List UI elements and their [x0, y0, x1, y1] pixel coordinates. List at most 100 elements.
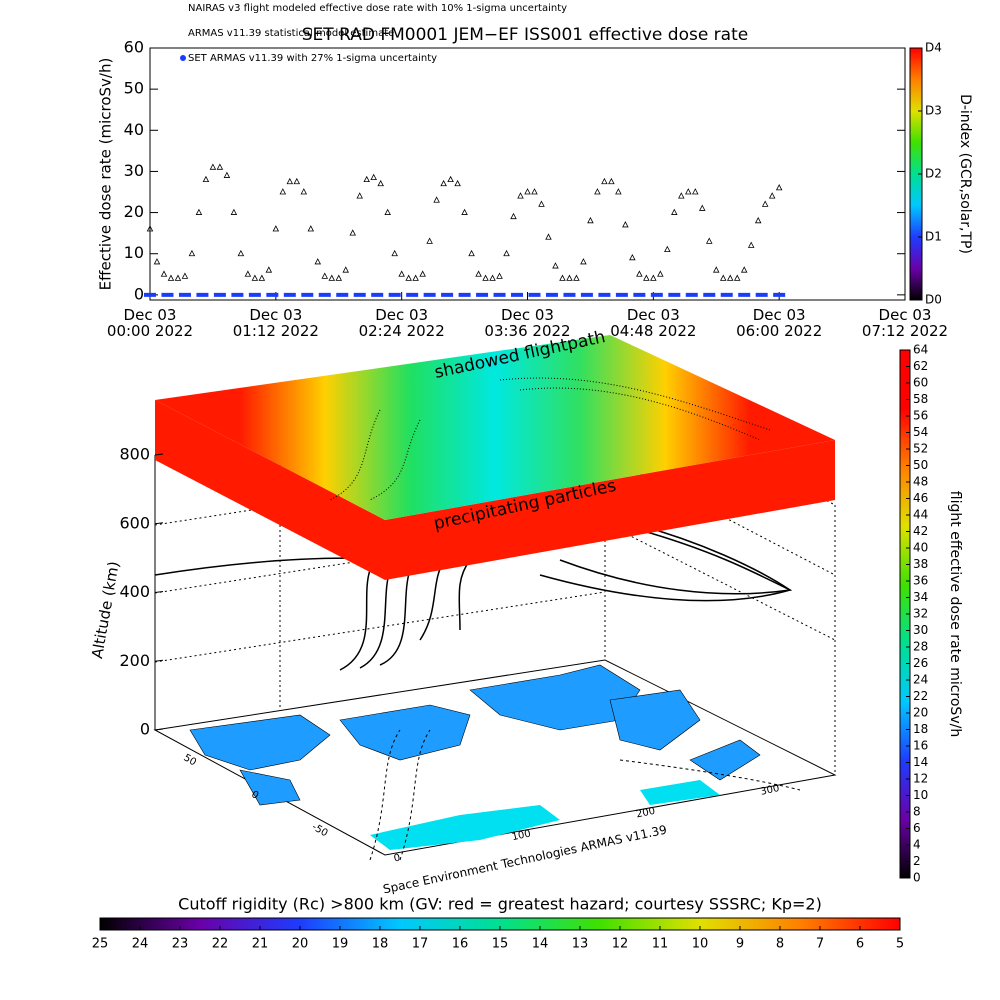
colorbar-tick-label: 13: [572, 937, 589, 952]
data-point: [726, 274, 734, 281]
z-axis-label: Altitude (km): [88, 560, 123, 660]
x-tick-label: Dec 03 03:36 2022: [484, 306, 571, 340]
data-point: [633, 292, 646, 297]
data-point: [587, 216, 594, 224]
z-tick: [154, 728, 164, 731]
colorbar-tick-label: 58: [913, 392, 928, 406]
data-point: [629, 253, 636, 261]
data-point: [594, 188, 601, 195]
colorbar-tick-label: D0: [925, 293, 942, 307]
x-tick-label: Dec 03 06:00 2022: [736, 306, 823, 340]
data-point: [209, 163, 217, 170]
data-point: [712, 266, 720, 273]
data-point: [328, 274, 336, 281]
colorbar-tick-label: 64: [913, 343, 928, 357]
data-point: [213, 292, 226, 297]
colorbar-tick-label: 0: [913, 871, 921, 885]
data-point: [300, 188, 308, 195]
colorbar-tick-label: D3: [925, 104, 942, 118]
colorbar-tick-label: 12: [913, 772, 928, 786]
y-tick-label: 0: [134, 284, 144, 303]
slab-side: [385, 440, 835, 580]
colorbar-tick-label: 12: [612, 937, 629, 952]
data-point: [738, 292, 751, 297]
data-point: [720, 292, 733, 297]
data-point: [161, 292, 174, 297]
data-point: [244, 270, 252, 277]
data-point: [668, 292, 681, 297]
data-point: [441, 292, 454, 297]
colorbar-tick-label: 50: [913, 458, 928, 472]
colorbar-tick-label: D4: [925, 41, 942, 55]
data-point: [314, 258, 322, 265]
colorbar-tick-label: 5: [896, 937, 904, 952]
data-point: [377, 179, 384, 187]
colorbar-tick-label: 48: [913, 475, 928, 489]
colorbar-tick-label: 24: [913, 673, 928, 687]
data-point: [747, 241, 755, 248]
data-point: [622, 221, 629, 228]
data-point: [160, 270, 168, 277]
data-point: [318, 292, 331, 297]
colorbar-tick-label: 30: [913, 623, 928, 637]
data-point: [384, 208, 391, 215]
y-tick-label: 60: [124, 38, 144, 57]
data-point: [476, 292, 489, 297]
ice: [640, 780, 720, 805]
data-point: [703, 292, 716, 297]
colorbar-tick-label: 36: [913, 574, 928, 588]
data-point: [615, 292, 628, 297]
z-tick-label: 400: [119, 582, 150, 601]
data-point: [293, 177, 301, 185]
data-point: [580, 258, 587, 265]
colorbar-tick-label: 18: [372, 937, 389, 952]
colorbar-tick-label: 38: [913, 557, 928, 571]
data-point: [458, 292, 471, 297]
colorbar-tick-label: 14: [532, 937, 549, 952]
legend-marker: [180, 55, 186, 61]
data-point: [419, 270, 426, 277]
colorbar-tick-label: 62: [913, 359, 928, 373]
colorbar-tick-label: 19: [332, 937, 349, 952]
colorbar-tick-label: 14: [913, 755, 928, 769]
data-point: [650, 292, 663, 297]
data-point: [412, 274, 419, 281]
antarctica: [370, 805, 560, 850]
data-point: [775, 184, 783, 191]
data-point: [405, 274, 412, 281]
colorbar-label: D-index (GCR,solar,TP): [957, 94, 973, 254]
data-point: [531, 188, 538, 195]
data-point: [538, 200, 545, 207]
colorbar-tick-label: 16: [913, 739, 928, 753]
data-point: [423, 292, 436, 297]
data-point: [454, 179, 461, 187]
data-point: [475, 270, 482, 277]
z-tick-label: 600: [119, 513, 150, 532]
data-point: [657, 270, 664, 277]
colorbar-tick-label: 60: [913, 376, 928, 390]
colorbar-tick-label: 42: [913, 524, 928, 538]
z-tick: [154, 453, 164, 456]
data-point: [335, 274, 343, 281]
y-tick-label: 10: [124, 243, 144, 262]
lon-tick-label: 200: [635, 806, 656, 821]
y-axis-label: Effective dose rate (microSv/h): [97, 58, 115, 291]
data-point: [426, 237, 433, 244]
lon-tick-label: 0: [393, 852, 402, 864]
colorbar-tick-label: 20: [292, 937, 309, 952]
data-point: [489, 274, 496, 281]
data-point: [167, 274, 175, 281]
data-point: [321, 272, 329, 279]
data-point: [706, 237, 713, 244]
data-point: [573, 274, 580, 281]
z-tick: [154, 522, 164, 525]
data-point: [664, 245, 671, 253]
data-point: [511, 292, 524, 297]
colorbar-tick-label: 44: [913, 508, 928, 522]
data-point: [615, 188, 622, 195]
data-point: [279, 188, 287, 195]
data-point: [685, 292, 698, 297]
data-point: [440, 179, 447, 187]
data-point: [685, 188, 692, 195]
colorbar-tick-label: 4: [913, 838, 921, 852]
